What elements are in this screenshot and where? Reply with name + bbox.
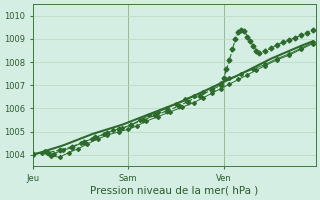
X-axis label: Pression niveau de la mer( hPa ): Pression niveau de la mer( hPa ) (90, 186, 259, 196)
